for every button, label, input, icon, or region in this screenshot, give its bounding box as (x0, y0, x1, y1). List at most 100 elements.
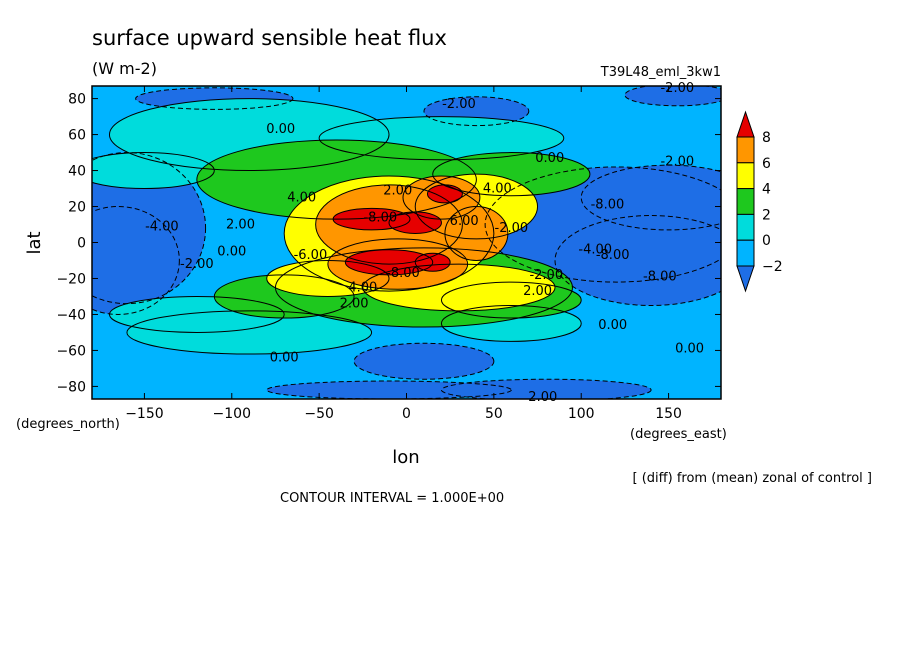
colorbar-extend-top (736, 110, 755, 138)
contour-line-20 (213, 274, 355, 319)
contour-line-6 (135, 87, 294, 110)
contour-line-27 (402, 175, 481, 220)
x-tick-label-2: −50 (304, 406, 334, 422)
contour-label-2: 0.00 (266, 122, 295, 137)
x-tick-label-3: 0 (402, 406, 411, 422)
contour-line-16 (108, 295, 285, 333)
contour-label-24: 2.00 (340, 297, 369, 312)
x-axis-label: lon (392, 447, 419, 468)
contour-label-9: 2.00 (226, 218, 255, 233)
y-axis: 80 60 40 20 0 −20 −40 −60 −80 (56, 92, 721, 395)
contour-line-33 (344, 249, 434, 276)
comment-text: [ (diff) from (mean) zonal of control ] (633, 471, 872, 486)
colorbar-segment-0 (736, 136, 755, 164)
colorbar-extend-bottom (736, 265, 755, 293)
field-region-29 (444, 206, 508, 261)
heatmap-plot (92, 86, 721, 399)
field-region-3 (555, 215, 721, 306)
contour-label-1: -2.00 (660, 81, 694, 96)
contour-line-4 (580, 164, 721, 231)
field-region-15 (92, 152, 215, 189)
colorbar-segment-3 (736, 213, 755, 241)
x-tick-label-6: 150 (655, 406, 682, 422)
field-region-1 (92, 206, 180, 315)
x-tick-label-0: −150 (125, 406, 163, 422)
contour-label-23: 2.00 (523, 284, 552, 299)
contour-line-15 (92, 152, 215, 190)
contour-label-17: -4.00 (578, 243, 612, 258)
chart-units: (W m-2) (92, 59, 157, 78)
x-axis: −150 −100 −50 0 50 100 150 (125, 86, 682, 422)
contour-label-15: -2.00 (180, 257, 214, 272)
contour-line-21 (440, 281, 582, 319)
contour-line-2 (484, 166, 721, 283)
contour-line-29 (444, 206, 509, 261)
y-tick-label-7: −60 (56, 343, 86, 359)
colorbar-label-2: 4 (762, 182, 771, 198)
contour-label-25: 0.00 (598, 318, 627, 333)
contour-label-20: -2.00 (529, 268, 563, 283)
colorbar-segment-1 (736, 162, 755, 190)
contour-label-6: 2.00 (383, 183, 412, 198)
contour-line-8 (440, 378, 652, 399)
y-tick-label-5: −20 (56, 271, 86, 287)
y-tick-label-0: 80 (68, 92, 86, 108)
colorbar-segment-4 (736, 239, 755, 267)
contour-line-32 (388, 211, 442, 235)
field-region-33 (345, 249, 433, 275)
colorbar-label-0: 8 (762, 130, 771, 146)
contour-label-16: -6.00 (294, 248, 328, 263)
y-tick-label-4: 0 (77, 236, 86, 252)
contour-line-25 (266, 259, 390, 297)
contour-label-27: 0.00 (675, 342, 704, 357)
colorbar: 8 6 4 2 0 −2 (736, 110, 783, 293)
field-region-32 (389, 211, 442, 234)
contour-line-7 (353, 342, 495, 380)
colorbar-label-1: 6 (762, 156, 771, 172)
field-region-31 (427, 184, 463, 203)
contour-line-22 (283, 175, 495, 292)
contour-label-18: -8.00 (596, 248, 630, 263)
contour-line-14 (440, 304, 582, 342)
x-axis-units: (degrees_east) (630, 427, 727, 442)
contour-label-7: 4.00 (483, 182, 512, 197)
contour-line-12 (318, 116, 565, 161)
contour-line-28 (327, 238, 469, 290)
y-axis-label: lat (24, 231, 45, 254)
y-tick-label-2: 40 (68, 164, 86, 180)
contour-line-1 (92, 206, 180, 315)
contour-label-0: -2.00 (442, 97, 476, 112)
contour-label-28: 2.00 (528, 390, 557, 405)
contour-line-19 (432, 152, 591, 197)
x-tick-label-1: −100 (213, 406, 251, 422)
field-region-7 (354, 343, 494, 380)
contour-line-5 (423, 96, 530, 127)
y-tick-label-3: 20 (68, 200, 86, 216)
colorbar-segment-2 (736, 188, 755, 215)
contour-line-31 (426, 184, 463, 204)
colorbar-label-3: 2 (762, 207, 771, 223)
contour-line-23 (414, 173, 539, 240)
contour-line-11 (108, 98, 390, 172)
chart-title: surface upward sensible heat flux (92, 26, 447, 50)
contour-interval: CONTOUR INTERVAL = 1.000E+00 (280, 491, 504, 506)
contour-line-17 (196, 139, 477, 220)
x-tick-label-4: 50 (485, 406, 503, 422)
contour-label-19: -8.00 (386, 266, 420, 281)
contour-line-24 (362, 263, 556, 312)
colorbar-label-4: 0 (762, 233, 771, 249)
contour-label-3: 0.00 (535, 151, 564, 166)
contour-label-4: -2.00 (660, 155, 694, 170)
field-region-10 (624, 86, 721, 106)
contour-label-21: -8.00 (643, 270, 677, 285)
y-tick-label-1: 60 (68, 128, 86, 144)
colorbar-label-5: −2 (762, 259, 783, 275)
contour-labels: -2.00 -2.00 0.00 0.00 -2.00 4.00 2.00 4.00 -4.00… (145, 81, 704, 405)
contour-line-26 (315, 184, 463, 265)
contour-label-8: -4.00 (145, 219, 179, 234)
contour-label-5: 4.00 (287, 191, 316, 206)
contour-line-34 (414, 252, 451, 272)
contour-line-13 (126, 310, 373, 355)
contour-label-22: 4.00 (348, 280, 377, 295)
